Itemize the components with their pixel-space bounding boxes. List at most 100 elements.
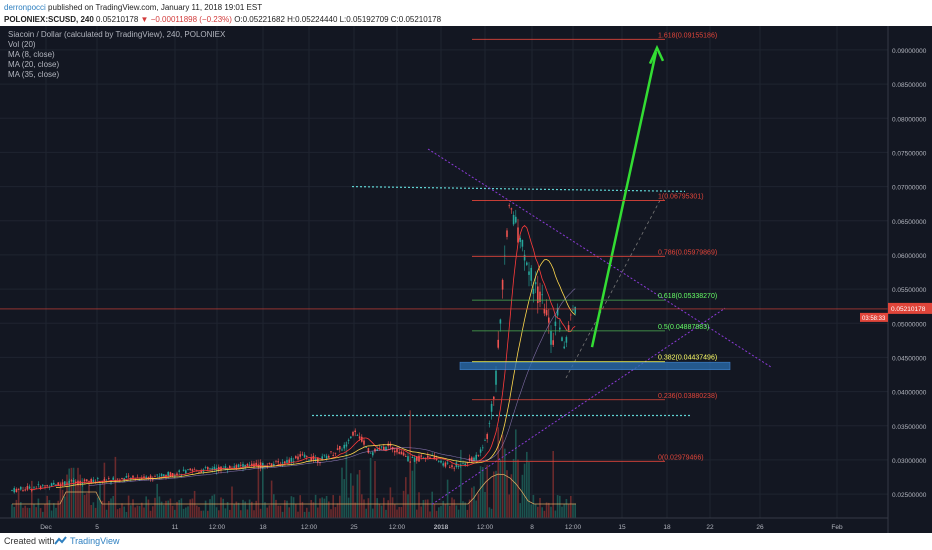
volume-bar [438,507,440,518]
y-tick-label: 0.05000000 [892,321,927,328]
volume-bar [28,507,31,518]
candle-body [548,317,550,323]
candle-body [66,482,68,484]
x-tick-label: 15 [618,524,626,531]
legend-item-volume[interactable]: Vol (20) [8,40,36,49]
legend-item-ma35[interactable]: MA (35, close) [8,70,60,79]
chart-area[interactable]: 1.618(0.09155186) 1(0.06795301) 0.786(0.05… [0,26,932,533]
candle-body [306,455,308,457]
legend-item-ma8[interactable]: MA (8, close) [8,50,55,59]
volume-bar [490,508,493,518]
x-tick-label: 18 [259,524,267,531]
volume-bar [352,485,354,518]
y-tick-label: 0.04000000 [892,390,927,397]
volume-bar [517,459,519,518]
y-tick-label: 0.09000000 [892,48,927,55]
volume-bar [178,500,180,518]
volume-bar [202,510,205,518]
volume-bar [372,508,374,518]
last-price: 0.05210178 [96,15,139,24]
volume-bar [405,477,407,518]
legend-item-ma20[interactable]: MA (20, close) [8,60,60,69]
candle-body [295,456,297,459]
volume-bar [231,486,233,518]
volume-bar [248,499,251,518]
fib-label: 0.786(0.05979869) [658,249,717,256]
volume-bar [152,506,154,518]
candle-body [244,464,246,469]
author-link[interactable]: derronpocci [4,3,46,12]
ohlc-line: POLONIEX:SCUSD, 240 0.05210178 ▼ −0.0001… [4,14,441,25]
candle-body [90,478,92,484]
x-tick-label: 26 [756,524,764,531]
x-tick-label: 8 [530,524,534,531]
candle-body [361,436,363,442]
volume-bar [506,470,508,518]
x-tick-label: 12:00 [565,524,582,531]
y-tick-label: 0.05500000 [892,287,927,294]
volume-bar [409,410,411,518]
volume-bar [215,507,218,518]
tradingview-brand[interactable]: TradingView [70,536,120,546]
volume-bar [273,494,275,518]
fib-label: 1(0.06795301) [658,194,704,201]
ohlc-values: O:0.05221682 H:0.05224440 L:0.05192709 C… [234,15,442,24]
candle-body [110,481,112,483]
candle-body [229,466,231,469]
volume-bar [457,509,460,518]
candle-body [240,464,242,466]
volume-bar [552,450,554,518]
candle-body [211,468,213,470]
volume-bar [83,495,86,518]
candle-body [369,452,372,454]
volume-bar [299,495,301,518]
volume-bars [11,410,576,518]
x-tick-label: 22 [706,524,714,531]
volume-bar [26,507,29,518]
volume-bar [37,498,40,518]
candle-body [561,337,563,341]
candle-body [270,463,273,467]
candle-body [418,455,420,462]
volume-bar [101,500,103,518]
candle-body [308,459,310,461]
candle-body [237,464,240,468]
volume-bar [156,483,158,518]
candle-body [466,462,469,464]
volume-bar [482,467,484,518]
candle-body [189,468,191,470]
candle-body [319,462,321,464]
volume-bar [484,491,486,518]
candle-body [440,460,442,463]
volume-bar [209,499,211,518]
x-tick-label: Dec [40,524,52,531]
volume-bar [554,510,557,518]
volume-bar [468,499,471,518]
candle-body [138,479,141,481]
volume-bar [429,511,431,518]
candle-body [121,478,123,479]
chart-header: derronpocci published on TradingView.com… [0,0,932,26]
candle-body [479,449,482,453]
candle-body [477,454,480,456]
support-zone-box [459,361,731,371]
volume-bar [70,467,73,518]
volume-bar [515,429,517,518]
fibonacci-levels: 1.618(0.09155186) 1(0.06795301) 0.786(0.05… [0,32,888,462]
volume-bar [521,474,524,518]
candle-body [352,431,354,436]
candle-body [277,461,279,463]
candle-body [385,446,387,451]
volume-bar [422,499,425,518]
volume-bar [11,504,13,518]
volume-bar [154,497,156,518]
volume-bar [462,501,464,518]
volume-bar [376,498,378,518]
candle-body [297,456,299,460]
candle-body [462,463,464,465]
volume-bar [486,464,488,518]
moving-averages [29,224,576,491]
candle-body [165,474,167,477]
price-chart[interactable]: 1.618(0.09155186) 1(0.06795301) 0.786(0.05… [0,26,932,533]
volume-bar [526,451,528,518]
